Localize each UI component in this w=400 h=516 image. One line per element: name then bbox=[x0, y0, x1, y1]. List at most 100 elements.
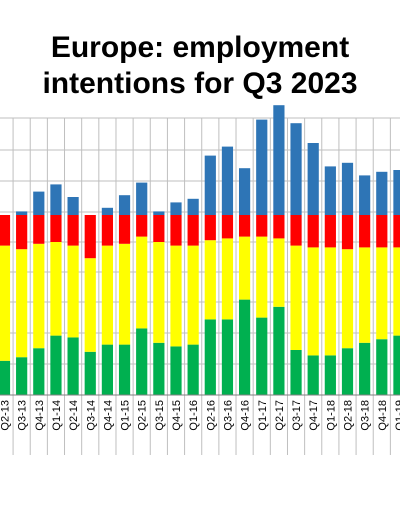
bar-segment-yellow bbox=[101, 245, 113, 345]
bar-segment-green bbox=[67, 337, 79, 395]
bar-segment-red bbox=[16, 215, 28, 250]
chart-title-line-2: intentions for Q3 2023 bbox=[42, 67, 358, 100]
bar-segment-red bbox=[118, 215, 131, 244]
bar-segment-blue bbox=[393, 170, 400, 215]
bar-segment-blue bbox=[187, 198, 199, 215]
bar-segment-yellow bbox=[273, 238, 285, 307]
x-tick-label: Q2-17 bbox=[274, 400, 286, 431]
bar-segment-red bbox=[204, 215, 216, 241]
bar-segment-red bbox=[341, 215, 354, 250]
x-tick-label: Q1-16 bbox=[188, 400, 200, 431]
x-tick-label: Q4-18 bbox=[377, 400, 389, 431]
bar-segment-green bbox=[101, 344, 113, 395]
bar-segment-yellow bbox=[84, 258, 96, 352]
x-tick-label: Q2-16 bbox=[205, 400, 217, 431]
x-tick-label: Q1-19 bbox=[394, 400, 400, 431]
bar-segment-green bbox=[290, 350, 302, 395]
x-tick-label: Q3-18 bbox=[360, 400, 372, 431]
bar-segment-red bbox=[0, 215, 11, 246]
bar-segment-blue bbox=[376, 171, 388, 215]
x-tick-label: Q2-13 bbox=[0, 400, 12, 431]
x-tick-label: Q2-14 bbox=[68, 400, 80, 431]
x-tick-label: Q1-15 bbox=[120, 400, 132, 431]
bar-segment-red bbox=[221, 215, 234, 239]
bar-segment-blue bbox=[221, 146, 234, 215]
bar-segment-red bbox=[239, 215, 251, 237]
x-tick-label: Q1-17 bbox=[257, 400, 269, 431]
bar-segment-green bbox=[376, 339, 388, 395]
bar-segment-blue bbox=[256, 119, 268, 215]
bar-segment-green bbox=[187, 344, 199, 395]
bar-segment-green bbox=[341, 348, 354, 395]
bar-segment-green bbox=[84, 351, 96, 395]
bar-segment-red bbox=[376, 215, 388, 248]
chart-title-line-1: Europe: employment bbox=[50, 31, 350, 64]
bar-segment-green bbox=[33, 348, 45, 395]
bar-segment-blue bbox=[153, 211, 165, 215]
bar-segment-blue bbox=[101, 207, 113, 215]
bar-segment-green bbox=[16, 357, 28, 395]
bar-segment-red bbox=[101, 215, 113, 246]
bar-segment-yellow bbox=[239, 236, 251, 300]
bar-segment-red bbox=[307, 215, 319, 248]
bar-segment-red bbox=[273, 215, 285, 239]
bar-segment-yellow bbox=[204, 240, 216, 320]
bar-segment-green bbox=[307, 355, 319, 395]
bar-segment-blue bbox=[204, 155, 216, 215]
bar-segment-red bbox=[393, 215, 400, 248]
bar-segment-yellow bbox=[0, 245, 11, 361]
bar-segment-green bbox=[153, 342, 165, 395]
bar-segment-yellow bbox=[221, 238, 234, 320]
bar-segment-blue bbox=[50, 184, 62, 215]
bar-segment-red bbox=[136, 215, 148, 237]
bar-segment-yellow bbox=[187, 245, 199, 345]
x-tick-label: Q1-14 bbox=[51, 400, 63, 431]
bar-segment-yellow bbox=[50, 242, 62, 336]
bar-segment-blue bbox=[324, 166, 336, 215]
bar-segment-blue bbox=[118, 195, 131, 215]
bar-segment-red bbox=[324, 215, 336, 248]
x-tick-label: Q3-17 bbox=[291, 400, 303, 431]
bar-segment-yellow bbox=[376, 247, 388, 340]
bar-segment-yellow bbox=[359, 247, 371, 343]
x-tick-label: Q4-13 bbox=[34, 400, 46, 431]
x-tick-label: Q4-14 bbox=[102, 400, 114, 431]
x-tick-label: Q1-18 bbox=[325, 400, 337, 431]
bar-segment-green bbox=[50, 335, 62, 395]
bar-segment-red bbox=[33, 215, 45, 244]
bar-segment-green bbox=[221, 319, 234, 395]
bar-segment-green bbox=[359, 342, 371, 395]
x-tick-label: Q3-13 bbox=[17, 400, 29, 431]
bar-segment-green bbox=[118, 344, 131, 395]
bar-segment-blue bbox=[16, 211, 28, 215]
bar-segment-red bbox=[67, 215, 79, 246]
bar-segment-blue bbox=[359, 175, 371, 215]
bar-segment-yellow bbox=[393, 247, 400, 336]
x-tick-label: Q4-17 bbox=[308, 400, 320, 431]
x-tick-label: Q3-14 bbox=[85, 400, 97, 431]
bar-segment-red bbox=[256, 215, 268, 237]
x-tick-label: Q2-18 bbox=[343, 400, 355, 431]
bar-segment-red bbox=[50, 215, 62, 242]
x-tick-label: Q4-16 bbox=[240, 400, 252, 431]
bar-segment-blue bbox=[33, 191, 45, 215]
bar-segment-yellow bbox=[33, 243, 45, 349]
bar-segment-green bbox=[239, 299, 251, 395]
bar-segment-yellow bbox=[153, 242, 165, 343]
bar-segment-yellow bbox=[136, 236, 148, 329]
bar-segment-yellow bbox=[341, 249, 354, 349]
bar-segment-yellow bbox=[170, 245, 182, 347]
bar-segment-yellow bbox=[16, 249, 28, 358]
bar-segment-blue bbox=[341, 162, 354, 215]
bar-segment-red bbox=[359, 215, 371, 248]
bar-segment-blue bbox=[239, 168, 251, 215]
bar-segment-green bbox=[170, 346, 182, 395]
bar-segment-red bbox=[84, 215, 96, 259]
bars bbox=[0, 105, 400, 395]
bar-segment-red bbox=[187, 215, 199, 246]
bar-segment-yellow bbox=[307, 247, 319, 356]
bar-segment-red bbox=[153, 215, 165, 242]
bar-segment-yellow bbox=[67, 245, 79, 338]
bar-segment-green bbox=[204, 319, 216, 395]
